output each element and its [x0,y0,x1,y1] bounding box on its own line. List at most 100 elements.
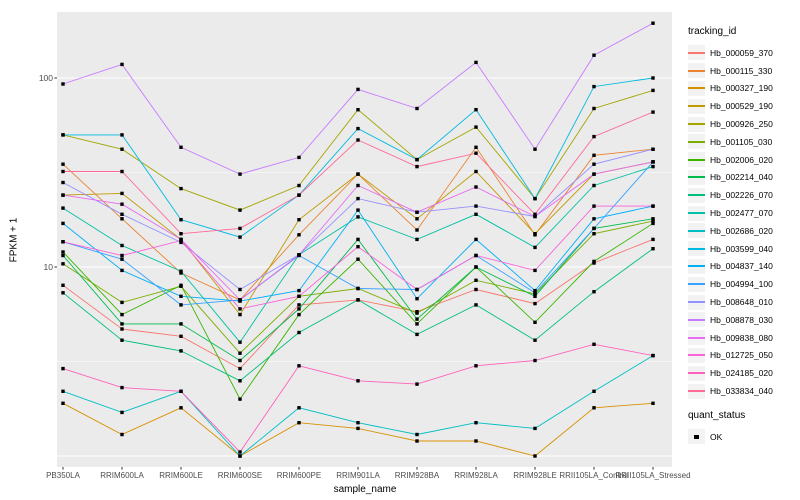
data-point [238,312,242,317]
data-point [592,389,596,393]
legend-label: Hb_002214_040 [710,172,773,183]
data-point [120,385,124,390]
data-point [356,183,360,188]
data-point [120,432,124,437]
data-point [474,253,478,258]
data-point [61,180,65,185]
legend-color-line [688,140,705,143]
data-point [61,206,65,210]
legend-key [688,63,705,79]
data-point [120,268,124,273]
legend-label: Hb_008648_010 [710,297,773,308]
data-point [238,454,242,458]
data-point [238,351,242,355]
data-point [297,155,301,160]
data-point [120,169,124,174]
square-marker-icon [694,434,699,440]
data-point [474,169,478,174]
data-point [61,193,65,197]
data-point [592,162,596,166]
data-point [474,421,478,425]
data-point [238,307,242,311]
data-point [356,126,360,131]
data-point [61,389,65,393]
data-point [297,307,301,311]
data-point [474,439,478,443]
data-point [651,237,655,242]
legend-label: Hb_008878_030 [710,314,773,325]
data-point [651,221,655,226]
legend-color-line [688,69,705,72]
x-tick-label: RRII105LA_Control [559,471,629,480]
legend-label: Hb_000059_370 [710,47,773,58]
data-point [533,147,537,151]
data-point [356,245,360,249]
legend-label: Hb_033834_040 [710,386,773,397]
data-point [297,253,301,257]
quant-legend-key [688,429,705,445]
x-axis-title: sample_name [333,484,397,495]
data-point [592,153,596,157]
data-point [533,454,537,458]
data-point [533,212,537,216]
legend-color-line [688,229,705,232]
data-point [415,332,419,337]
legend-label: Hb_004994_100 [710,279,773,290]
data-point [120,62,124,67]
x-tick-label: RRIM928BA [395,471,440,480]
legend-label: Hb_002006_020 [710,154,773,165]
data-point [474,185,478,189]
legend-item: Hb_033834_040 [688,382,800,400]
data-point [61,250,65,254]
data-point [356,298,360,302]
data-point [238,298,242,302]
legend-item: Hb_004837_140 [688,258,800,276]
data-point [415,432,419,437]
data-point [592,204,596,208]
data-point [474,287,478,292]
legend-key [688,241,705,257]
legend-color-line [688,265,705,268]
data-point [297,218,301,222]
data-point [356,108,360,112]
data-point [179,349,183,353]
data-point [356,286,360,291]
legend-key [688,152,705,168]
data-point [415,439,419,443]
data-point [297,183,301,188]
data-point [651,110,655,114]
data-point [297,330,301,335]
legend-key [688,365,705,381]
data-point [61,366,65,371]
data-point [474,278,478,282]
legend-color-line [688,158,705,161]
data-point [415,287,419,292]
data-point [297,312,301,317]
data-point [179,322,183,326]
legend-label: Hb_004837_140 [710,261,773,272]
legend-key [688,312,705,328]
data-point [179,271,183,275]
legend-color-line [688,123,705,126]
data-point [179,294,183,298]
data-point [356,172,360,176]
data-point [120,322,124,326]
data-point [533,288,537,293]
data-point [415,106,419,111]
data-point [120,312,124,317]
data-point [356,237,360,242]
legend-key [688,276,705,292]
data-point [297,303,301,307]
data-point [533,338,537,342]
data-point [592,290,596,294]
legend-color-line [688,336,705,339]
data-point [238,226,242,231]
data-point [533,268,537,273]
data-point [474,108,478,112]
legend-item: Hb_008648_010 [688,293,800,311]
legend-color-line [688,212,705,215]
data-point [592,134,596,139]
legend-item: Hb_000327_190 [688,80,800,98]
x-tick-label: RRII105LA_Stressed [615,471,690,480]
data-point [120,212,124,216]
